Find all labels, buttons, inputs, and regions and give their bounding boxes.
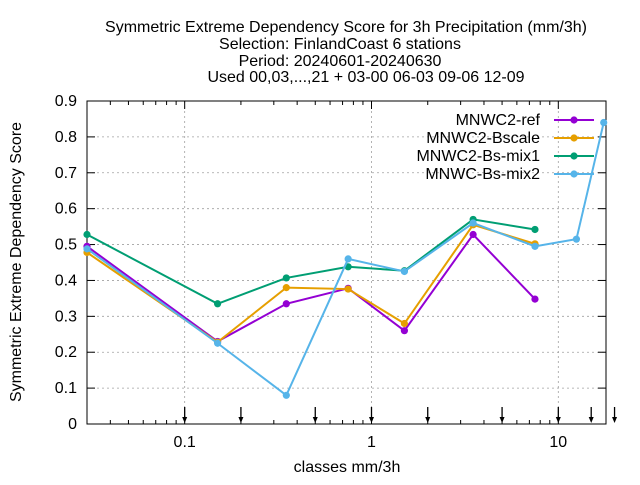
data-point-mnwc2-bs-mix1 [282, 274, 290, 282]
data-point-mnwc2-bs-mix1 [213, 300, 222, 308]
data-point-mnwc-bs-mix2 [600, 118, 608, 127]
y-tick-label: 0 [68, 416, 77, 433]
x-tick-label: 0.1 [174, 434, 196, 451]
class-marker-head [368, 417, 374, 423]
legend-item-mnwc2-bs-mix1: MNWC2-Bs-mix1 [416, 148, 594, 165]
data-point-mnwc2-ref [531, 295, 539, 303]
data-point-mnwc2-bscale [282, 284, 290, 292]
legend-item-mnwc-bs-mix2: MNWC-Bs-mix2 [425, 166, 594, 183]
legend-marker-mnwc2-ref [570, 116, 578, 124]
class-marker-head [588, 417, 594, 423]
legend-label-mnwc2-bs-mix1: MNWC2-Bs-mix1 [416, 148, 540, 165]
legend-item-mnwc2-bscale: MNWC2-Bscale [426, 130, 594, 147]
y-tick-label: 0.6 [55, 201, 77, 218]
data-point-mnwc2-ref [400, 327, 408, 335]
y-tick-label: 0.2 [55, 344, 77, 361]
data-point-mnwc-bs-mix2 [469, 219, 477, 227]
data-point-mnwc-bs-mix2 [282, 391, 290, 399]
chart-title-line-3: Period: 20240601-20240630 [239, 53, 442, 70]
class-marker-arrow [368, 407, 374, 423]
series-lines [83, 118, 608, 399]
class-marker-head [238, 417, 244, 423]
data-point-mnwc-bs-mix2 [213, 339, 222, 347]
class-marker-arrow [182, 407, 188, 423]
x-tick-label: 10 [549, 434, 567, 451]
y-axis-label: Symmetric Extreme Dependency Score [8, 122, 25, 402]
class-marker-arrow [425, 407, 431, 423]
data-point-mnwc-bs-mix2 [531, 242, 539, 250]
data-point-mnwc2-bscale [400, 319, 408, 328]
data-point-mnwc-bs-mix2 [344, 255, 352, 263]
data-point-mnwc-bs-mix2 [572, 235, 581, 243]
series-mnwc-bs-mix2 [83, 118, 608, 399]
class-marker-arrow [588, 407, 594, 423]
legend-marker-mnwc-bs-mix2 [570, 170, 578, 178]
class-marker-head [499, 417, 505, 423]
y-tick-label: 0.8 [55, 129, 77, 146]
data-point-mnwc2-bs-mix1 [531, 225, 539, 234]
legend-label-mnwc2-ref: MNWC2-ref [456, 112, 541, 129]
data-point-mnwc2-bscale [344, 285, 352, 293]
class-marker-arrow [312, 407, 318, 423]
tick-labels: 0 0.1 0.2 0.3 0.4 0.5 0.6 0.7 0.8 0.9 0.1 1 10 [55, 93, 568, 451]
chart-title-line-2: Selection: FinlandCoast 6 stations [219, 36, 461, 53]
plot-border [86, 100, 607, 425]
x-tick-label: 1 [367, 434, 376, 451]
y-tick-label: 0.3 [55, 308, 77, 325]
data-point-mnwc2-ref [282, 300, 290, 308]
data-point-mnwc2-ref [469, 230, 477, 239]
legend: MNWC2-refMNWC2-BscaleMNWC2-Bs-mix1MNWC-B… [416, 112, 594, 183]
class-markers [182, 407, 618, 423]
y-tick-label: 0.7 [55, 165, 77, 182]
legend-item-mnwc2-ref: MNWC2-ref [456, 112, 594, 129]
class-marker-head [555, 417, 561, 423]
y-tick-label: 0.9 [55, 93, 77, 110]
legend-marker-mnwc2-bs-mix1 [570, 152, 578, 160]
class-marker-arrow [555, 407, 561, 423]
x-axis-label: classes mm/3h [294, 459, 401, 476]
chart-title-line-4: Used 00,03,...,21 + 03-00 06-03 09-06 12… [207, 69, 524, 86]
class-marker-head [425, 417, 431, 423]
data-point-mnwc-bs-mix2 [400, 267, 408, 276]
y-tick-label: 0.1 [55, 380, 77, 397]
class-marker-head [312, 417, 318, 423]
grid-lines [87, 101, 606, 424]
legend-label-mnwc-bs-mix2: MNWC-Bs-mix2 [425, 166, 540, 183]
legend-label-mnwc2-bscale: MNWC2-Bscale [426, 130, 540, 147]
data-point-mnwc2-bs-mix1 [83, 230, 91, 239]
y-tick-label: 0.4 [55, 272, 77, 289]
legend-marker-mnwc2-bscale [570, 134, 578, 142]
class-marker-head [182, 417, 188, 423]
class-marker-arrow [238, 407, 244, 423]
class-marker-arrow [612, 407, 618, 423]
class-marker-arrow [499, 407, 505, 423]
chart-title-line-1: Symmetric Extreme Dependency Score for 3… [105, 19, 587, 36]
y-tick-label: 0.5 [55, 237, 77, 254]
data-point-mnwc-bs-mix2 [83, 245, 91, 253]
class-marker-head [612, 417, 618, 423]
chart-title: Symmetric Extreme Dependency Score for 3… [105, 19, 587, 86]
